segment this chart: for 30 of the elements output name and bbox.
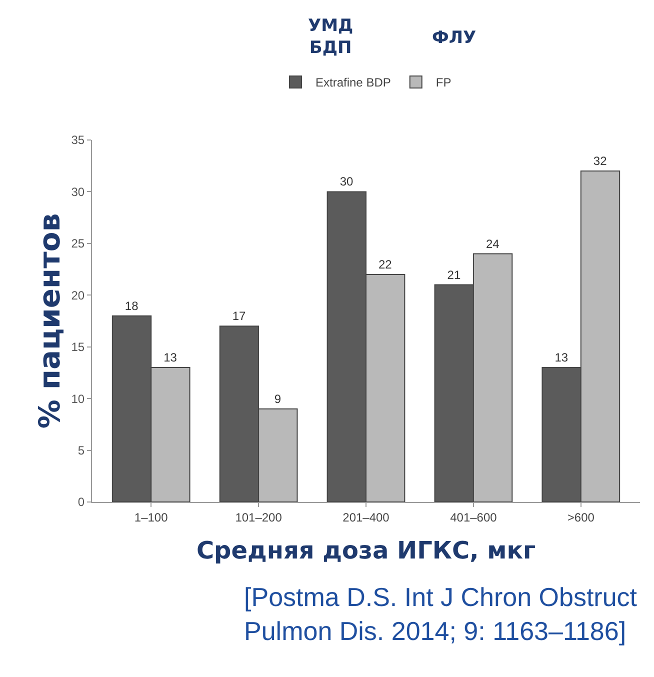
data-label: 18 bbox=[124, 298, 139, 313]
x-tick-label: 401–600 bbox=[450, 510, 498, 524]
data-label: 9 bbox=[274, 392, 282, 406]
x-tick-label: 201–400 bbox=[342, 510, 390, 524]
data-label: 13 bbox=[554, 350, 568, 365]
x-tick-label: 1–100 bbox=[134, 510, 168, 524]
legend-label: Extrafine BDP bbox=[316, 76, 391, 90]
y-tick-label: 15 bbox=[71, 340, 85, 354]
text: [Postma D.S. Int J Chron Obstruct Pulmon Dis. 2014; 9: 1163–1186] bbox=[244, 582, 638, 646]
text: ФЛУ bbox=[432, 28, 476, 48]
x-tick-label: >600 bbox=[567, 510, 595, 524]
y-axis-title: % пациентов bbox=[32, 213, 67, 429]
data-label: 30 bbox=[340, 174, 354, 189]
data-label: 21 bbox=[447, 268, 461, 282]
y-tick-label: 5 bbox=[78, 443, 85, 458]
data-label: 13 bbox=[164, 350, 178, 365]
data-label: 22 bbox=[378, 257, 392, 272]
y-tick-label: 30 bbox=[71, 184, 85, 199]
data-label: 32 bbox=[593, 154, 608, 168]
y-tick-label: 0 bbox=[78, 495, 85, 510]
legend-label: FP bbox=[436, 76, 452, 90]
y-tick-label: 20 bbox=[71, 288, 85, 302]
x-tick-label: 101–200 bbox=[235, 510, 282, 524]
y-tick-label: 25 bbox=[71, 236, 85, 251]
data-label: 24 bbox=[486, 236, 500, 251]
data-label: 17 bbox=[232, 309, 246, 324]
text: УМД БДП bbox=[308, 16, 354, 58]
y-tick-label: 35 bbox=[71, 133, 85, 148]
x-axis-title: Средняя доза ИГКС, мкг bbox=[196, 536, 536, 565]
y-tick-label: 10 bbox=[71, 392, 85, 406]
